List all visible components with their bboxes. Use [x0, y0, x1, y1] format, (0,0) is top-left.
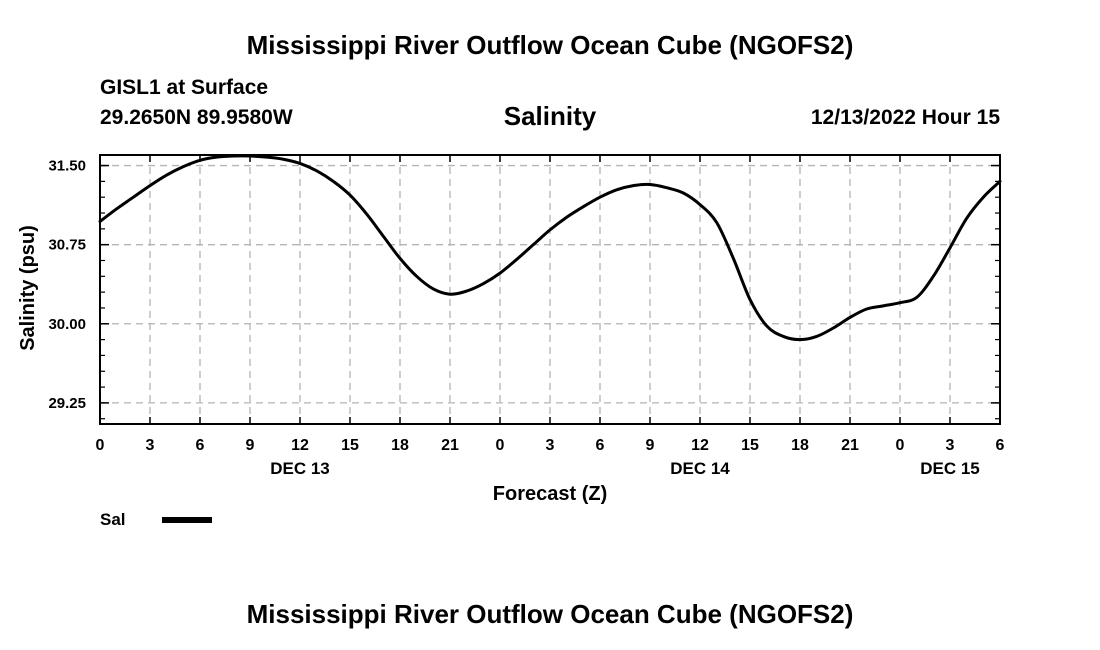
x-tick-label: 0 — [496, 437, 505, 454]
y-axis-label: Salinity (psu) — [17, 225, 39, 351]
x-tick-label: 3 — [546, 437, 555, 454]
x-tick-label: 0 — [896, 437, 905, 454]
x-tick-label: 12 — [691, 437, 709, 454]
x-tick-label: 9 — [646, 437, 655, 454]
y-tick-label: 31.50 — [48, 158, 86, 175]
date-label: DEC 15 — [920, 459, 980, 478]
grid-lines — [100, 155, 1000, 424]
y-tick-label: 30.75 — [48, 237, 86, 254]
plot-frame — [99, 154, 1001, 425]
x-tick-label: 6 — [996, 437, 1005, 454]
x-tick-label: 6 — [196, 437, 205, 454]
x-tick-label: 0 — [96, 437, 105, 454]
forecast-datetime: 12/13/2022 Hour 15 — [810, 106, 1000, 129]
x-axis-label: Forecast (Z) — [493, 483, 607, 505]
y-tick-label: 29.25 — [48, 395, 86, 412]
legend-label-sal: Sal — [100, 510, 126, 529]
x-tick-label: 21 — [841, 437, 859, 454]
x-tick-label: 15 — [341, 437, 359, 454]
x-tick-label: 21 — [441, 437, 459, 454]
x-tick-label: 3 — [946, 437, 955, 454]
legend-swatch-sal — [162, 517, 212, 523]
x-tick-label: 15 — [741, 437, 759, 454]
date-label: DEC 14 — [670, 459, 730, 478]
x-tick-label: 12 — [291, 437, 309, 454]
variable-title: Salinity — [503, 101, 597, 131]
x-axis-ticks: 0 3 6 9 12 15 18 21 0 3 6 9 12 15 18 21 0 3 6 — [96, 155, 1005, 454]
date-label: DEC 13 — [270, 459, 330, 478]
series-line-sal — [98, 154, 1002, 342]
y-axis-ticks: 29.25 30.00 30.75 31.50 — [48, 158, 1000, 412]
x-tick-label: 18 — [791, 437, 809, 454]
x-tick-label: 9 — [246, 437, 255, 454]
x-tick-label: 18 — [391, 437, 409, 454]
date-labels: DEC 13 DEC 14 DEC 15 — [270, 459, 980, 478]
x-tick-label: 3 — [146, 437, 155, 454]
x-tick-label: 6 — [596, 437, 605, 454]
footer-title: Mississippi River Outflow Ocean Cube (NG… — [246, 599, 854, 629]
chart-main-title: Mississippi River Outflow Ocean Cube (NG… — [246, 30, 854, 60]
station-coordinates: 29.2650N 89.9580W — [100, 106, 293, 129]
y-tick-label: 30.00 — [48, 316, 86, 333]
station-name: GISL1 at Surface — [100, 76, 269, 99]
